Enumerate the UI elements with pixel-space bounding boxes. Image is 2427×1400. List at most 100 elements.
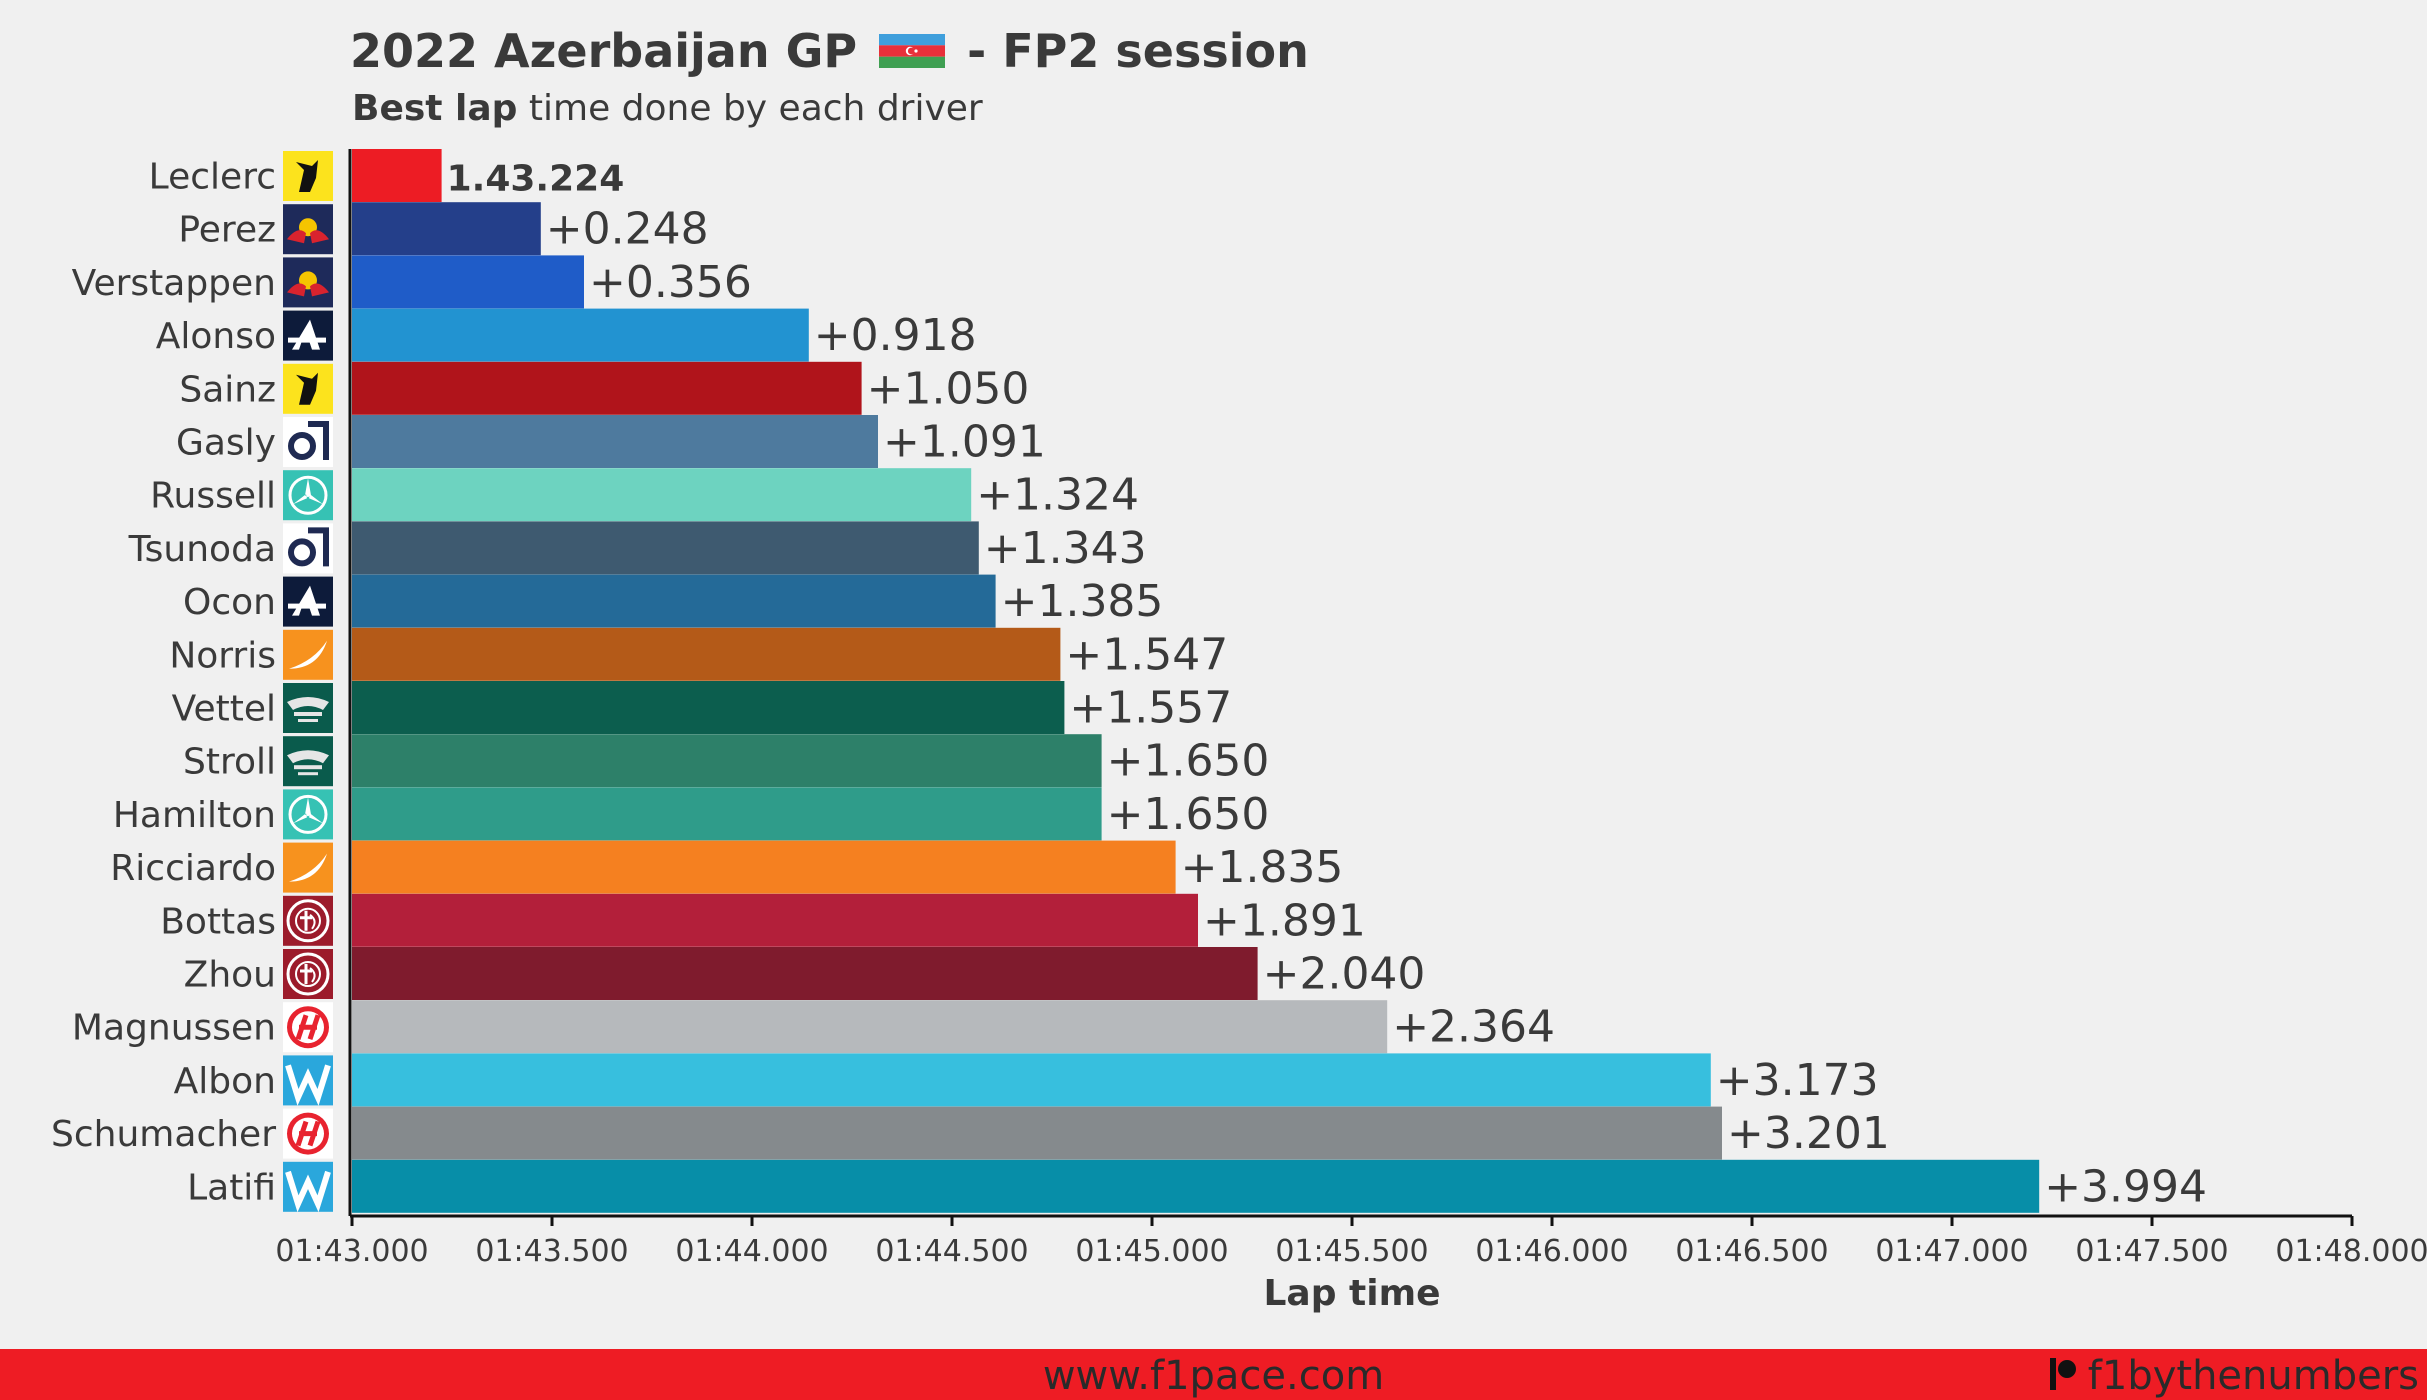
mclaren-logo-icon [283, 629, 333, 680]
x-tick-label: 01:46.500 [1675, 1234, 1828, 1269]
value-label: +3.173 [1716, 1055, 1879, 1106]
mercedes-logo-icon [283, 789, 333, 840]
haas-logo-icon [283, 1002, 333, 1053]
driver-name: Zhou [184, 955, 276, 996]
driver-name: Ocon [183, 582, 276, 623]
title-main: 2022 Azerbaijan GP [350, 24, 858, 78]
alphatauri-logo-icon [283, 417, 333, 467]
value-label: +1.891 [1203, 895, 1366, 946]
value-label: +3.201 [1727, 1108, 1890, 1159]
value-label: +2.364 [1392, 1002, 1555, 1053]
driver-name: Russell [150, 476, 276, 517]
x-tick-label: 01:47.000 [1875, 1234, 2028, 1269]
title-session: - FP2 session [967, 24, 1309, 78]
icon-bg [283, 736, 333, 787]
bar-norris [352, 627, 1061, 681]
driver-name: Ricciardo [110, 848, 276, 889]
bar-albon [352, 1053, 1711, 1107]
bar-bottas [352, 893, 1198, 947]
value-label: 1.43.224 [447, 159, 625, 200]
williams-logo-icon [283, 1161, 333, 1213]
patreon-icon [2049, 1358, 2076, 1390]
x-axis-title: Lap time [1263, 1273, 1440, 1314]
bar-schumacher [352, 1106, 1722, 1160]
chart-subtitle: Best lap time done by each driver [352, 88, 983, 129]
driver-name: Albon [174, 1061, 276, 1102]
x-tick-label: 01:44.500 [875, 1234, 1028, 1269]
driver-name: Vettel [172, 689, 276, 730]
bar-zhou [352, 947, 1258, 1000]
azerbaijan-flag-icon [879, 33, 946, 68]
alfa-romeo-logo-icon [283, 949, 333, 999]
bar-magnussen [352, 1000, 1388, 1054]
driver-name: Bottas [160, 901, 276, 942]
value-label: +1.050 [867, 363, 1030, 414]
aston-martin-logo-icon [283, 683, 333, 733]
icon-bg [283, 683, 333, 733]
haas-logo-icon [283, 1108, 333, 1159]
subtitle-rest: time done by each driver [528, 88, 983, 129]
footer-handle-text: f1bythenumbers [2087, 1353, 2419, 1399]
x-tick-label: 01:43.000 [275, 1234, 428, 1269]
driver-name: Latifi [187, 1167, 276, 1208]
alfa-romeo-logo-icon [283, 895, 333, 946]
driver-name: Hamilton [113, 795, 276, 836]
subtitle-bold: Best lap [352, 88, 518, 129]
alphatauri-logo-icon [283, 523, 333, 574]
value-labels-group: 1.43.224+0.248+0.356+0.918+1.050+1.091+1… [447, 159, 2207, 1213]
value-label: +1.343 [984, 523, 1147, 574]
bar-russell [352, 468, 972, 522]
x-tick-label: 01:45.000 [1075, 1234, 1228, 1269]
driver-name: Verstappen [72, 263, 276, 304]
bar-tsunoda [352, 521, 979, 575]
driver-name: Stroll [183, 742, 276, 783]
driver-name: Norris [169, 635, 276, 676]
footer-url[interactable]: www.f1pace.com [1042, 1353, 1385, 1399]
driver-name: Gasly [176, 423, 276, 464]
driver-name: Sainz [179, 369, 276, 410]
bar-vettel [352, 681, 1065, 734]
bar-latifi [352, 1159, 2040, 1213]
value-label: +1.091 [883, 417, 1046, 468]
value-label: +0.248 [546, 204, 709, 255]
bar-alonso [352, 308, 809, 362]
bar-leclerc [352, 149, 442, 202]
driver-name: Tsunoda [128, 529, 276, 570]
driver-name: Alonso [156, 316, 276, 357]
bars-group [352, 149, 2040, 1213]
alpine-logo-icon [283, 576, 333, 627]
value-label: +1.547 [1065, 629, 1228, 680]
value-label: +3.994 [2044, 1161, 2207, 1212]
icon-bg [283, 949, 333, 999]
value-label: +1.650 [1107, 736, 1270, 787]
value-label: +0.356 [589, 257, 752, 308]
red-bull-logo-icon [283, 204, 333, 255]
value-label: +1.650 [1107, 789, 1270, 840]
red-bull-logo-icon [283, 257, 333, 308]
chart-title: 2022 Azerbaijan GP - FP2 session [350, 24, 1309, 78]
bar-stroll [352, 734, 1102, 788]
aston-martin-logo-icon [283, 736, 333, 787]
x-tick-label: 01:47.500 [2075, 1234, 2228, 1269]
bar-ricciardo [352, 840, 1176, 894]
value-label: +1.557 [1069, 683, 1232, 734]
value-label: +1.385 [1001, 576, 1164, 627]
icon-bg [283, 842, 333, 893]
x-tick-label: 01:45.500 [1275, 1234, 1428, 1269]
value-label: +1.835 [1181, 842, 1344, 893]
bar-gasly [352, 415, 878, 468]
ferrari-logo-icon [283, 151, 333, 201]
footer-bar: www.f1pace.com f1bythenumbers [0, 1349, 2427, 1400]
footer-handle[interactable]: f1bythenumbers [2049, 1353, 2419, 1399]
mercedes-logo-icon [283, 470, 333, 521]
williams-logo-icon [283, 1055, 333, 1106]
bar-perez [352, 202, 541, 256]
driver-name: Leclerc [149, 157, 276, 198]
x-tick-label: 01:48.000 [2275, 1234, 2427, 1269]
mclaren-logo-icon [283, 842, 333, 893]
driver-names-group: Leclerc Perez Verstappen Alonso Sainz Gasly Ru… [51, 157, 276, 1209]
driver-name: Schumacher [51, 1114, 276, 1155]
ferrari-logo-icon [283, 363, 333, 414]
value-label: +1.324 [976, 470, 1139, 521]
bar-verstappen [352, 255, 584, 309]
